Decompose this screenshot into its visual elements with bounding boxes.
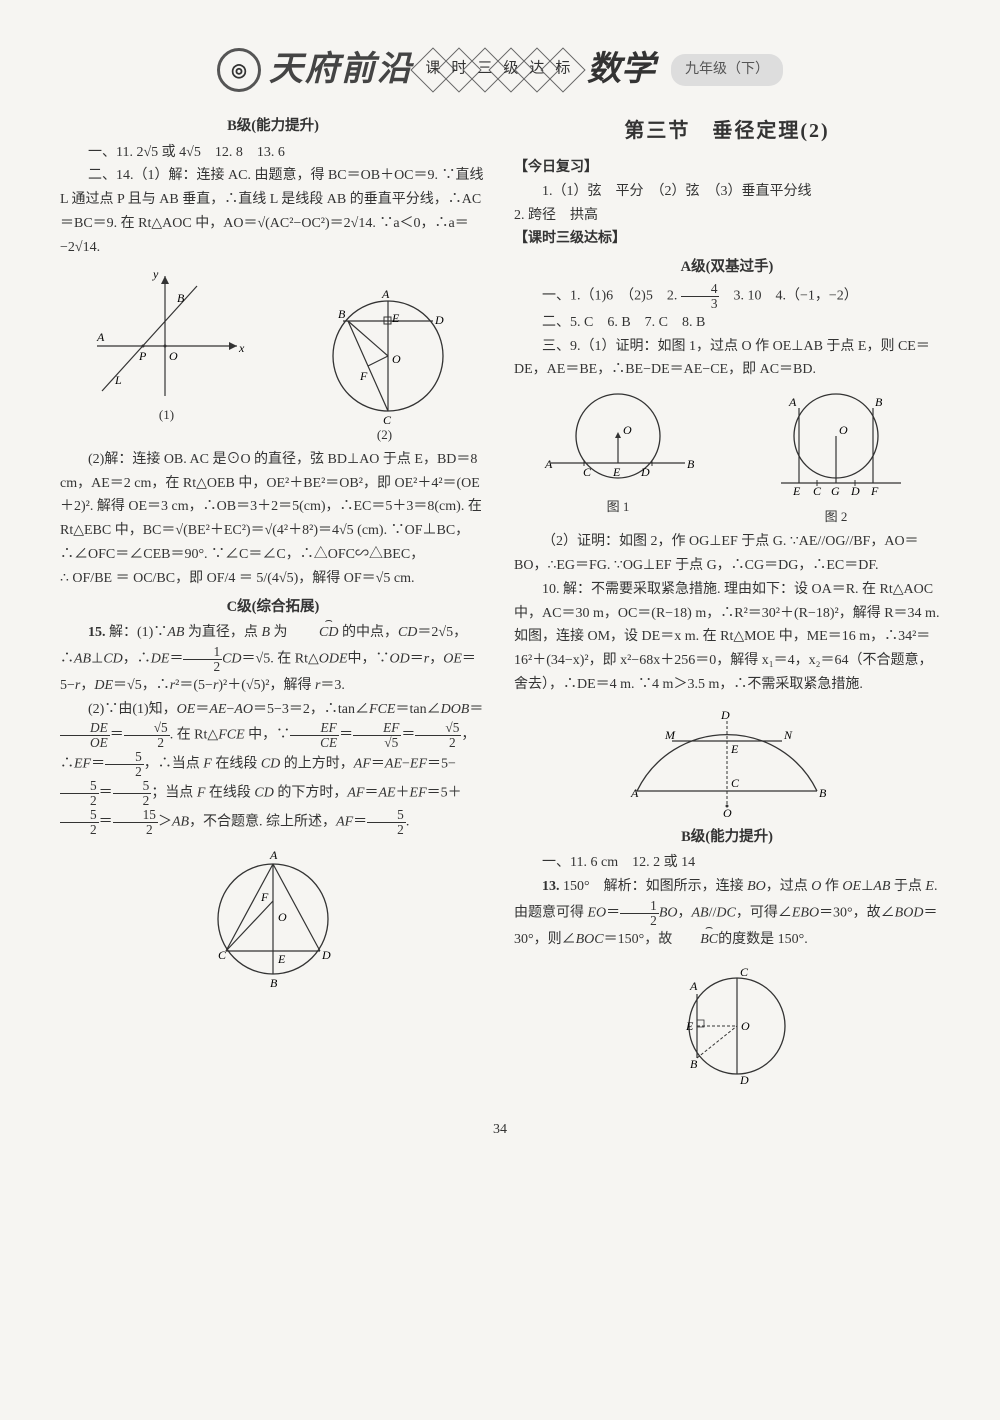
diamond-row: 课 时 三 级 达 标	[421, 54, 575, 86]
brand-title: 天府前沿	[269, 41, 413, 99]
svg-text:F: F	[870, 484, 879, 498]
svg-text:O: O	[392, 352, 401, 366]
grade-badge: 九年级（下）	[671, 54, 783, 86]
svg-text:A: A	[689, 979, 698, 993]
q9-part2: （2）证明：如图 2，作 OG⊥EF 于点 G. ∵AE//OG//BF，AO＝…	[514, 530, 940, 578]
svg-text:C: C	[731, 776, 740, 790]
q14-part1: 二、14.（1）解：连接 AC. 由题意，得 BC＝OB＋OC＝9. ∵直线 L…	[60, 164, 486, 259]
figure-r2: A B O E C G D F 图 2	[751, 388, 921, 528]
svg-text:E: E	[730, 742, 739, 756]
level-b-heading: B级(能力提升)	[60, 114, 486, 139]
q15-part2: (2)∵由(1)知，OE＝AE−AO＝5−3＝2，∴tan∠FCE＝tan∠DO…	[60, 698, 486, 837]
svg-text:A: A	[96, 330, 105, 344]
columns: B级(能力提升) 一、11. 2√5 或 4√5 12. 8 13. 6 二、1…	[60, 110, 940, 1100]
svg-text:B: B	[338, 307, 346, 321]
logo-icon: ◎	[217, 48, 261, 92]
figure-r1: A B C E D O 图 1	[533, 388, 703, 528]
figure-q13: A B C D E O	[514, 956, 940, 1096]
svg-text:O: O	[169, 349, 178, 363]
svg-text:O: O	[723, 806, 732, 820]
svg-text:D: D	[640, 465, 650, 479]
figure-2: A B D O E F C (2)	[310, 266, 460, 446]
figure-1: A B O x y L P (1)	[87, 266, 247, 446]
svg-text:C: C	[813, 484, 822, 498]
svg-text:A: A	[381, 287, 390, 301]
q13: 13. 150° 解析：如图所示，连接 BO，过点 O 作 OE⊥AB 于点 E…	[514, 875, 940, 952]
svg-text:E: E	[277, 952, 286, 966]
diamond-6: 标	[540, 47, 585, 92]
subject-title: 数学	[587, 41, 655, 99]
svg-text:D: D	[850, 484, 860, 498]
level-b-heading-r: B级(能力提升)	[514, 825, 940, 850]
review-2: 2. 跨径 拱高	[514, 204, 940, 228]
review-1: 1.（1）弦 平分 （2）弦 （3）垂直平分线	[514, 180, 940, 204]
svg-text:E: E	[612, 465, 621, 479]
figure-arch: A B M N D E C O	[514, 701, 940, 821]
answers-11-13: 一、11. 2√5 或 4√5 12. 8 13. 6	[60, 141, 486, 165]
svg-text:O: O	[623, 423, 632, 437]
svg-text:G: G	[831, 484, 840, 498]
svg-text:E: E	[685, 1019, 694, 1033]
svg-text:B: B	[270, 976, 278, 990]
level-a-heading: A级(双基过手)	[514, 255, 940, 280]
figr1-caption: 图 1	[533, 496, 703, 518]
svg-text:E: E	[391, 311, 400, 325]
svg-text:F: F	[359, 369, 368, 383]
page-header: ◎ 天府前沿 课 时 三 级 达 标 数学 九年级（下）	[60, 40, 940, 100]
svg-text:M: M	[664, 728, 676, 742]
svg-text:O: O	[839, 423, 848, 437]
ans-1-4: 一、1.（1)6 （2)5 2. 43 3. 10 4.（−1，−2）	[514, 282, 940, 311]
page-number: 34	[60, 1118, 940, 1142]
svg-text:x: x	[238, 341, 245, 355]
svg-text:B: B	[690, 1057, 698, 1071]
svg-text:D: D	[434, 313, 444, 327]
svg-text:D: D	[739, 1073, 749, 1087]
svg-text:D: D	[321, 948, 331, 962]
svg-text:A: A	[630, 786, 639, 800]
q15-part1: 15. 解：(1)∵AB 为直径，点 B 为 CD 的中点，CD＝2√5，∴AB…	[60, 621, 486, 698]
figure-row-1: A B O x y L P (1)	[60, 266, 486, 446]
ans-11-12: 一、11. 6 cm 12. 2 或 14	[514, 851, 940, 875]
svg-text:N: N	[783, 728, 793, 742]
q9-part1: 三、9.（1）证明：如图 1，过点 O 作 OE⊥AB 于点 E，则 CE＝DE…	[514, 335, 940, 383]
svg-text:D: D	[720, 708, 730, 722]
svg-text:P: P	[138, 349, 147, 363]
svg-text:C: C	[740, 965, 749, 979]
review-heading: 【今日复习】	[514, 156, 940, 180]
svg-text:A: A	[788, 395, 797, 409]
ans-5-8: 二、5. C 6. B 7. C 8. B	[514, 311, 940, 335]
q10: 10. 解：不需要采取紧急措施. 理由如下：设 OA＝R. 在 Rt△AOC 中…	[514, 578, 940, 697]
svg-text:C: C	[583, 465, 592, 479]
svg-text:A: A	[269, 848, 278, 862]
svg-text:y: y	[152, 267, 159, 281]
left-column: B级(能力提升) 一、11. 2√5 或 4√5 12. 8 13. 6 二、1…	[60, 110, 486, 1100]
svg-text:B: B	[875, 395, 883, 409]
svg-text:B: B	[687, 457, 695, 471]
svg-text:B: B	[177, 291, 185, 305]
svg-text:C: C	[218, 948, 227, 962]
figure-3: A C D O B E F	[60, 841, 486, 991]
svg-text:O: O	[278, 910, 287, 924]
page: ◎ 天府前沿 课 时 三 级 达 标 数学 九年级（下） B级(能力提升) 一、…	[0, 0, 1000, 1420]
figure-row-2: A B C E D O 图 1	[514, 388, 940, 528]
figr2-caption: 图 2	[751, 506, 921, 528]
dabiao-heading: 【课时三级达标】	[514, 227, 940, 251]
level-c-heading: C级(综合拓展)	[60, 595, 486, 620]
fig2-caption: (2)	[310, 424, 460, 446]
fig1-caption: (1)	[87, 404, 247, 426]
svg-text:A: A	[544, 457, 553, 471]
q14-part2: (2)解：连接 OB. AC 是⊙O 的直径，弦 BD⊥AO 于点 E，BD＝8…	[60, 448, 486, 567]
section-title: 第三节 垂径定理(2)	[514, 114, 940, 148]
svg-text:L: L	[114, 373, 122, 387]
svg-text:O: O	[741, 1019, 750, 1033]
q14-part2b: ∴ OF/BE ＝ OC/BC，即 OF/4 ＝ 5/(4√5)，解得 OF＝√…	[60, 567, 486, 591]
svg-text:B: B	[819, 786, 827, 800]
svg-text:E: E	[792, 484, 801, 498]
right-column: 第三节 垂径定理(2) 【今日复习】 1.（1）弦 平分 （2）弦 （3）垂直平…	[514, 110, 940, 1100]
svg-text:F: F	[260, 890, 269, 904]
